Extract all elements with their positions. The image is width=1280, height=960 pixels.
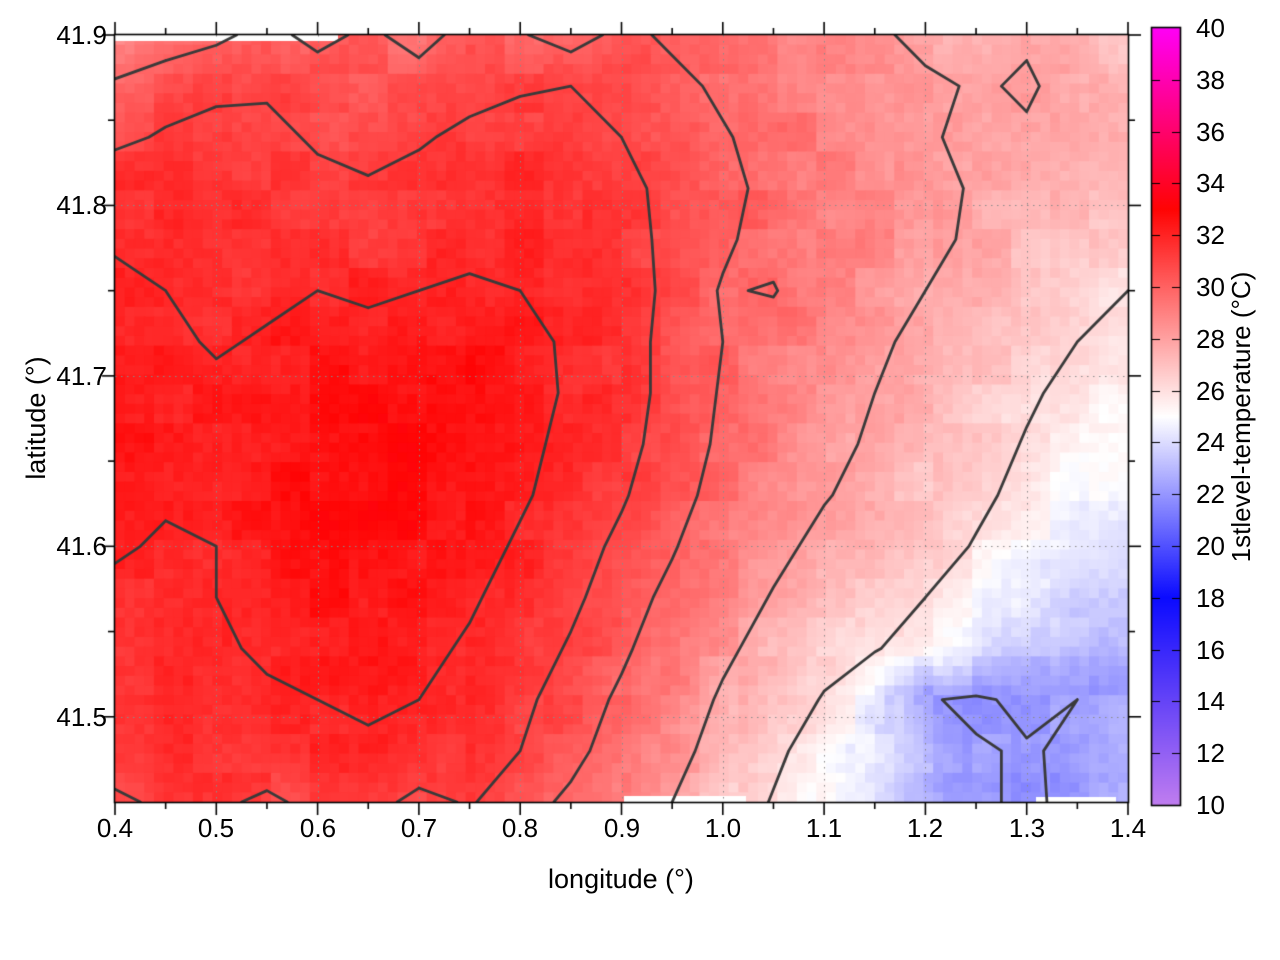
x-tick-label: 0.7 xyxy=(400,813,438,843)
colorbar-tick-label: 32 xyxy=(1196,220,1225,250)
colorbar-tick-label: 26 xyxy=(1196,376,1225,406)
colorbar-tick-label: 36 xyxy=(1196,117,1225,147)
x-tick-label: 0.9 xyxy=(603,813,641,843)
x-tick-label: 1.3 xyxy=(1008,813,1046,843)
y-tick-label: 41.9 xyxy=(56,20,107,50)
colorbar-tick-label: 10 xyxy=(1196,790,1225,820)
colorbar-tick-label: 28 xyxy=(1196,324,1225,354)
colorbar-tick-label: 14 xyxy=(1196,686,1225,716)
colorbar-tick-label: 40 xyxy=(1196,13,1225,43)
colorbar-tick-label: 24 xyxy=(1196,427,1225,457)
y-tick-label: 41.5 xyxy=(56,702,107,732)
x-tick-label: 1.4 xyxy=(1109,813,1147,843)
x-tick-label: 1.0 xyxy=(704,813,742,843)
colorbar-title: 1stlevel-temperature (°C) xyxy=(1226,271,1256,563)
x-tick-label: 0.5 xyxy=(197,813,235,843)
x-axis-title: longitude (°) xyxy=(548,864,694,894)
x-tick-label: 1.1 xyxy=(805,813,843,843)
colorbar-tick-label: 22 xyxy=(1196,479,1225,509)
colorbar-tick-label: 12 xyxy=(1196,738,1225,768)
y-tick-label: 41.8 xyxy=(56,190,107,220)
colorbar-tick-label: 30 xyxy=(1196,272,1225,302)
colorbar-tick-label: 38 xyxy=(1196,65,1225,95)
x-tick-label: 0.8 xyxy=(501,813,539,843)
x-tick-label: 0.6 xyxy=(299,813,337,843)
x-tick-label: 1.2 xyxy=(906,813,944,843)
colorbar-tick-label: 34 xyxy=(1196,168,1225,198)
y-tick-label: 41.6 xyxy=(56,531,107,561)
colorbar-tick-label: 16 xyxy=(1196,635,1225,665)
colorbar-tick-label: 20 xyxy=(1196,531,1225,561)
colorbar-tick-label: 18 xyxy=(1196,583,1225,613)
y-tick-label: 41.7 xyxy=(56,361,107,391)
x-tick-label: 0.4 xyxy=(96,813,134,843)
